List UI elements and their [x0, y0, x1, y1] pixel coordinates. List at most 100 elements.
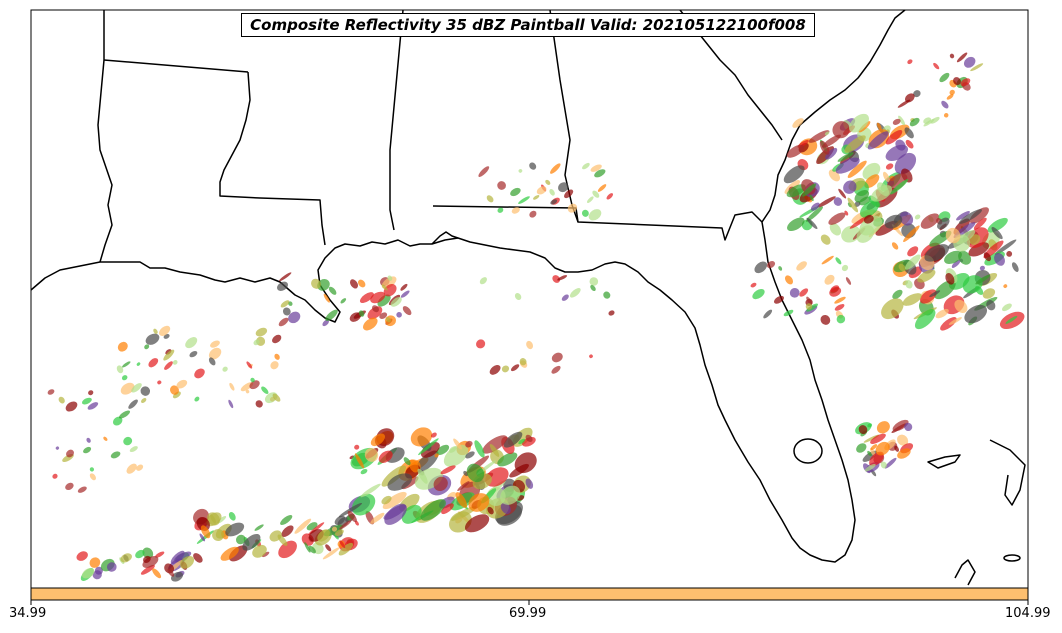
reflectivity-blob [533, 195, 540, 200]
reflectivity-blob [383, 284, 397, 297]
reflectivity-blob [272, 393, 281, 402]
reflectivity-blob [529, 162, 537, 170]
reflectivity-blob [489, 364, 501, 375]
reflectivity-blob [899, 211, 914, 226]
reflectivity-blob [172, 391, 181, 399]
reflectivity-blob [817, 196, 836, 208]
reflectivity-blob [844, 135, 866, 153]
reflectivity-blob [969, 207, 989, 224]
reflectivity-blob [379, 312, 388, 320]
reflectivity-blob [854, 189, 870, 203]
reflectivity-blob [121, 375, 128, 381]
reflectivity-blob [552, 275, 561, 283]
reflectivity-blob [822, 134, 841, 148]
reflectivity-blob [830, 285, 840, 293]
reflectivity-blob [833, 197, 843, 206]
reflectivity-blob [278, 540, 297, 559]
reflectivity-blob [806, 217, 818, 230]
reflectivity-blob [65, 482, 74, 491]
reflectivity-blob [358, 279, 366, 288]
reflectivity-blob [354, 444, 360, 450]
reflectivity-blob [904, 127, 914, 139]
reflectivity-blob [951, 259, 961, 268]
reflectivity-blob [322, 547, 340, 560]
reflectivity-blob [457, 481, 470, 492]
reflectivity-blob [841, 264, 849, 272]
al-fl-border [432, 205, 763, 241]
reflectivity-blob [364, 447, 379, 462]
reflectivity-blob [400, 283, 408, 291]
reflectivity-blob [325, 309, 338, 321]
reflectivity-blob [898, 263, 906, 272]
reflectivity-blob [194, 368, 205, 379]
reflectivity-blob [171, 571, 183, 582]
reflectivity-blob [163, 349, 175, 361]
reflectivity-blob [836, 314, 846, 324]
reflectivity-blob [255, 400, 263, 408]
reflectivity-blob [479, 277, 487, 285]
reflectivity-blob [929, 290, 941, 298]
reflectivity-blob [550, 199, 558, 205]
reflectivity-blob [360, 483, 381, 498]
ms-al-border [389, 9, 404, 231]
reflectivity-blob [904, 93, 915, 103]
reflectivity-blob [786, 184, 806, 198]
reflectivity-blob [317, 279, 330, 291]
reflectivity-blob [763, 309, 773, 319]
reflectivity-blob [949, 89, 955, 96]
reflectivity-blob [245, 389, 250, 394]
reflectivity-blob [354, 453, 365, 469]
reflectivity-blob [294, 518, 312, 534]
reflectivity-blob [518, 169, 523, 173]
reflectivity-blob [277, 281, 288, 291]
reflectivity-blob [529, 210, 537, 218]
reflectivity-blob [550, 163, 561, 174]
reflectivity-blob [884, 214, 903, 229]
reflectivity-blob [89, 557, 101, 568]
reflectivity-blob [825, 147, 838, 160]
reflectivity-blob [784, 275, 794, 285]
reflectivity-blob [909, 117, 920, 127]
reflectivity-blob [468, 493, 490, 512]
reflectivity-blob [907, 59, 913, 65]
reflectivity-blob [805, 303, 813, 310]
reflectivity-blob [586, 196, 594, 204]
reflectivity-blob [881, 298, 904, 320]
reflectivity-blob [829, 223, 842, 236]
reflectivity-blob [956, 52, 968, 63]
reflectivity-blob [381, 465, 407, 487]
reflectivity-blob [945, 273, 955, 285]
reflectivity-blob [783, 165, 805, 184]
reflectivity-blob [351, 493, 376, 516]
reflectivity-blob [970, 63, 984, 72]
reflectivity-blob [390, 296, 402, 307]
reflectivity-blob [339, 520, 352, 530]
reflectivity-blob [112, 416, 123, 426]
reflectivity-blob [157, 380, 162, 385]
reflectivity-blob [382, 491, 407, 510]
reflectivity-blob [876, 122, 882, 130]
reflectivity-blob [914, 309, 936, 330]
reflectivity-blob [603, 291, 611, 299]
reflectivity-blob [140, 386, 151, 396]
reflectivity-blob [819, 140, 830, 155]
reflectivity-blob [974, 285, 984, 295]
reflectivity-blob [849, 113, 869, 133]
reflectivity-blob [430, 432, 437, 438]
reflectivity-blob [518, 196, 530, 204]
reflectivity-blob [806, 206, 823, 222]
reflectivity-blob [381, 276, 397, 289]
ga-sc-border [679, 9, 783, 141]
map-title: Composite Reflectivity 35 dBZ Paintball … [241, 13, 815, 37]
reflectivity-blob [894, 152, 917, 175]
reflectivity-blob [487, 506, 494, 515]
reflectivity-blob [176, 379, 188, 389]
reflectivity-blob [228, 399, 234, 409]
reflectivity-blob [381, 495, 392, 505]
la-ar-border [103, 59, 249, 73]
bahamas-island [989, 439, 1026, 506]
reflectivity-blob [281, 525, 294, 537]
reflectivity-blob [796, 261, 807, 271]
reflectivity-blob [179, 556, 195, 569]
